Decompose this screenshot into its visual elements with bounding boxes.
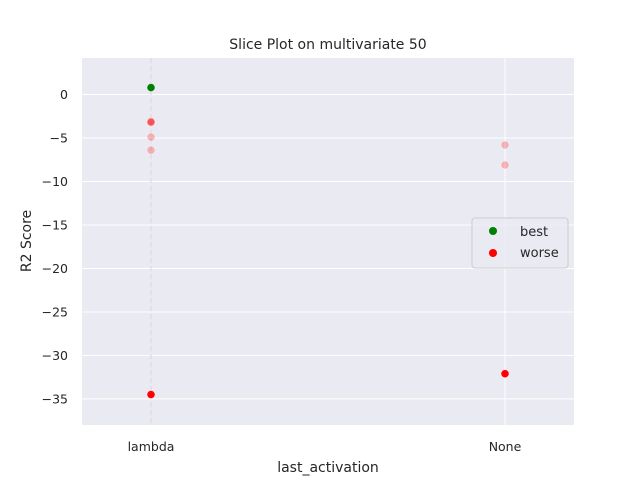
y-tick-label: −15	[42, 217, 68, 232]
data-point-worse	[146, 118, 156, 127]
data-point-worse	[146, 145, 156, 155]
legend-marker-worse	[489, 249, 497, 257]
y-tick-label: 0	[60, 87, 68, 102]
legend-label-best: best	[520, 225, 548, 240]
legend-marker-best	[489, 227, 497, 235]
data-point-worse	[500, 140, 510, 150]
y-tick-label: −20	[42, 261, 68, 276]
grid-lines	[82, 58, 574, 425]
data-point-worse	[500, 369, 510, 378]
y-axis-label: R2 Score	[19, 210, 35, 272]
y-tick-label: −25	[42, 304, 68, 319]
y-tick-label: −30	[42, 348, 68, 363]
axis-ticks: 0 −5 −10 −15 −20 −25 −30 −35 lambda None	[42, 87, 522, 454]
x-tick-label: None	[489, 439, 522, 454]
x-tick-label: lambda	[128, 439, 175, 454]
legend-label-worse: worse	[520, 246, 559, 261]
legend: best worse	[471, 217, 569, 269]
y-tick-label: −35	[42, 391, 68, 406]
data-point-worse	[146, 390, 156, 399]
data-point-best	[146, 83, 156, 92]
data-points	[146, 83, 510, 399]
y-tick-label: −5	[50, 131, 68, 146]
y-tick-label: −10	[42, 174, 68, 189]
data-point-worse	[500, 160, 510, 170]
data-point-worse	[146, 132, 156, 142]
chart-title: Slice Plot on multivariate 50	[229, 37, 426, 53]
x-axis-label: last_activation	[277, 460, 379, 476]
